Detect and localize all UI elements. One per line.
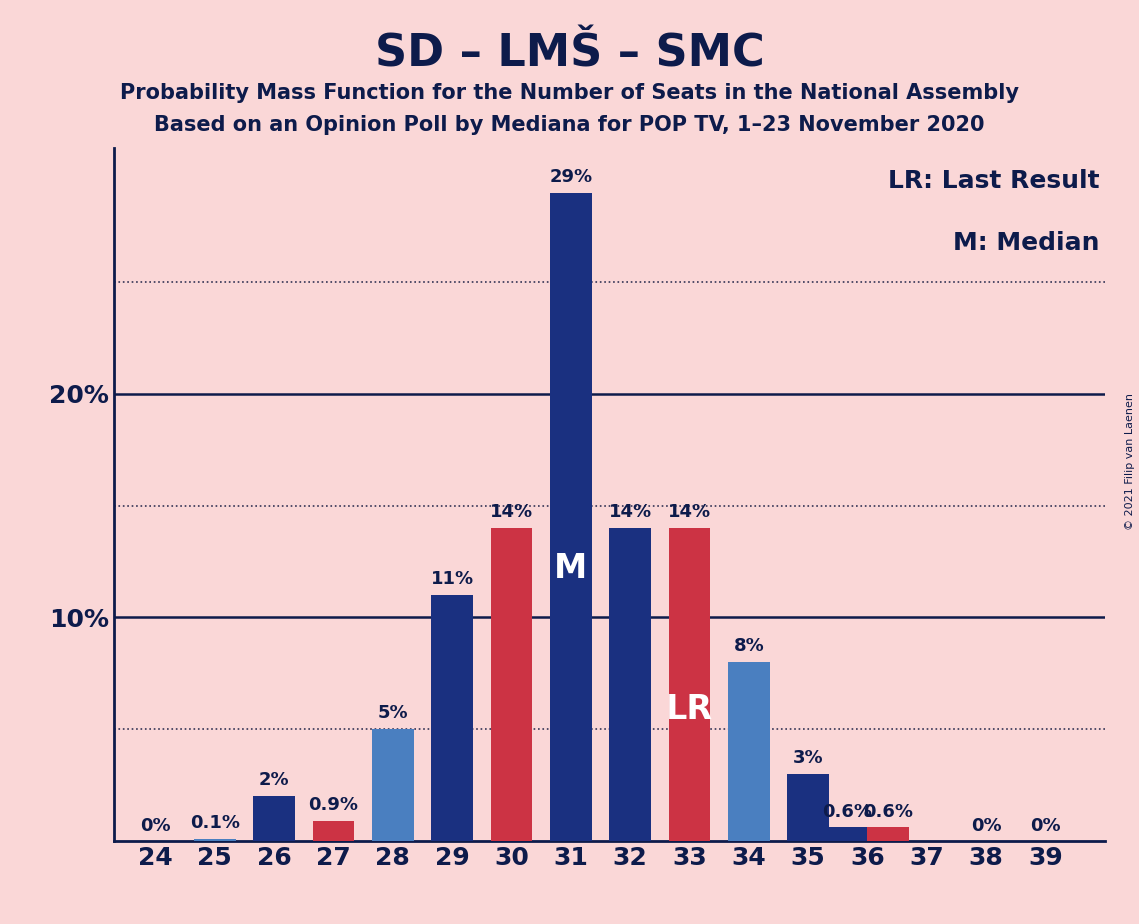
Text: 2%: 2% xyxy=(259,772,289,789)
Text: 0.6%: 0.6% xyxy=(821,803,871,821)
Text: 8%: 8% xyxy=(734,638,764,655)
Text: LR: LR xyxy=(666,693,713,726)
Bar xyxy=(313,821,354,841)
Text: 29%: 29% xyxy=(549,168,592,186)
Bar xyxy=(868,827,909,841)
Text: 0.6%: 0.6% xyxy=(863,803,913,821)
Bar xyxy=(669,528,711,841)
Text: 5%: 5% xyxy=(377,704,408,723)
Bar xyxy=(728,662,770,841)
Text: 0.9%: 0.9% xyxy=(309,796,359,814)
Text: 14%: 14% xyxy=(490,504,533,521)
Bar xyxy=(194,839,236,841)
Bar xyxy=(253,796,295,841)
Bar xyxy=(491,528,532,841)
Text: 0%: 0% xyxy=(140,817,171,835)
Bar xyxy=(432,595,473,841)
Bar xyxy=(372,729,413,841)
Bar xyxy=(826,827,868,841)
Text: Probability Mass Function for the Number of Seats in the National Assembly: Probability Mass Function for the Number… xyxy=(120,83,1019,103)
Text: 3%: 3% xyxy=(793,749,823,767)
Text: 14%: 14% xyxy=(608,504,652,521)
Text: 0%: 0% xyxy=(1030,817,1060,835)
Text: Based on an Opinion Poll by Mediana for POP TV, 1–23 November 2020: Based on an Opinion Poll by Mediana for … xyxy=(154,115,985,135)
Text: 0.1%: 0.1% xyxy=(190,814,240,832)
Text: 11%: 11% xyxy=(431,570,474,589)
Bar xyxy=(787,773,829,841)
Text: LR: Last Result: LR: Last Result xyxy=(888,168,1100,192)
Text: SD – LMŠ – SMC: SD – LMŠ – SMC xyxy=(375,32,764,76)
Bar xyxy=(609,528,650,841)
Text: M: M xyxy=(555,552,588,585)
Text: M: Median: M: Median xyxy=(953,231,1100,255)
Text: © 2021 Filip van Laenen: © 2021 Filip van Laenen xyxy=(1125,394,1134,530)
Bar xyxy=(550,192,591,841)
Text: 14%: 14% xyxy=(667,504,711,521)
Text: 0%: 0% xyxy=(970,817,1001,835)
